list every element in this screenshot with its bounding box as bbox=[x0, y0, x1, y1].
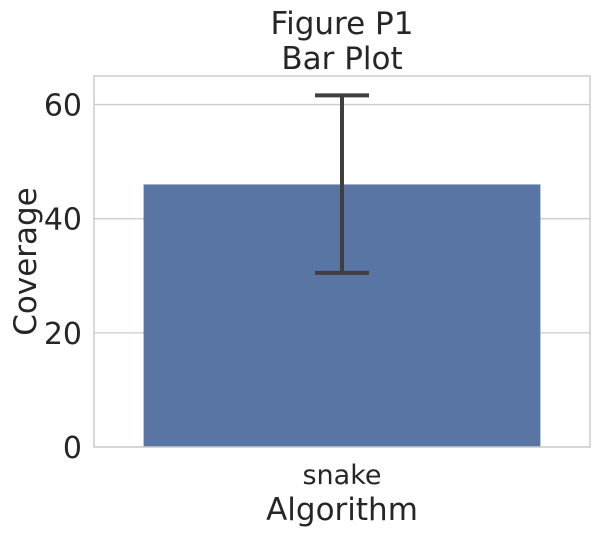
y-tick-label-0: 0 bbox=[63, 431, 82, 466]
x-axis-label: Algorithm bbox=[266, 492, 418, 528]
y-tick-label-20: 20 bbox=[44, 317, 82, 352]
plot-frame bbox=[93, 75, 591, 448]
y-axis-label: Coverage bbox=[8, 187, 44, 336]
chart-title-line-2: Bar Plot bbox=[281, 41, 403, 77]
x-tick-label-snake: snake bbox=[302, 460, 381, 491]
chart-title-line-1: Figure P1 bbox=[270, 6, 414, 42]
y-tick-label-40: 40 bbox=[44, 203, 82, 238]
y-tick-label-60: 60 bbox=[44, 89, 82, 124]
